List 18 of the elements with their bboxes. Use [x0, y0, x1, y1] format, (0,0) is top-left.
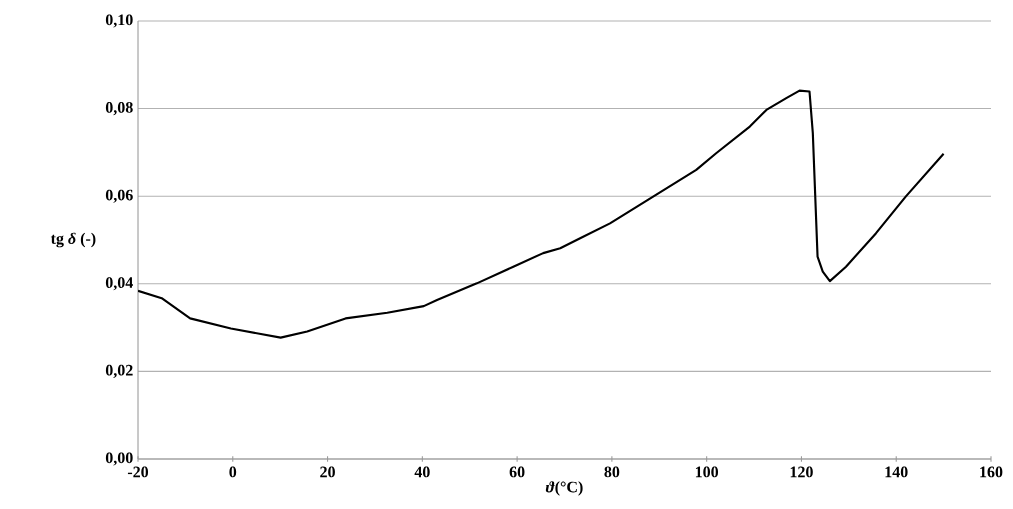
y-tick-label: 0,06	[105, 189, 133, 203]
y-axis-title: tg δ (-)	[50, 232, 96, 248]
x-tick-label: 140	[885, 466, 908, 478]
x-axis-title: ϑ(°C)	[545, 481, 583, 496]
x-tick-label: 60	[509, 466, 525, 478]
x-tick-label: 80	[604, 466, 620, 478]
x-tick-label: 0	[229, 466, 237, 478]
y-tick-label: 0,02	[105, 364, 133, 378]
x-tick-label: 20	[320, 466, 335, 478]
y-tick-label: 0,00	[105, 452, 133, 466]
x-tick-label: -20	[127, 466, 149, 478]
y-tick-label: 0,10	[105, 14, 133, 28]
x-tick-label: 120	[790, 466, 813, 478]
x-tick-label: 40	[414, 466, 430, 478]
x-tick-label: 160	[980, 466, 1003, 478]
x-tick-label: 100	[695, 466, 719, 478]
y-tick-label: 0,08	[105, 102, 133, 116]
y-tick-label: 0,04	[105, 277, 133, 291]
